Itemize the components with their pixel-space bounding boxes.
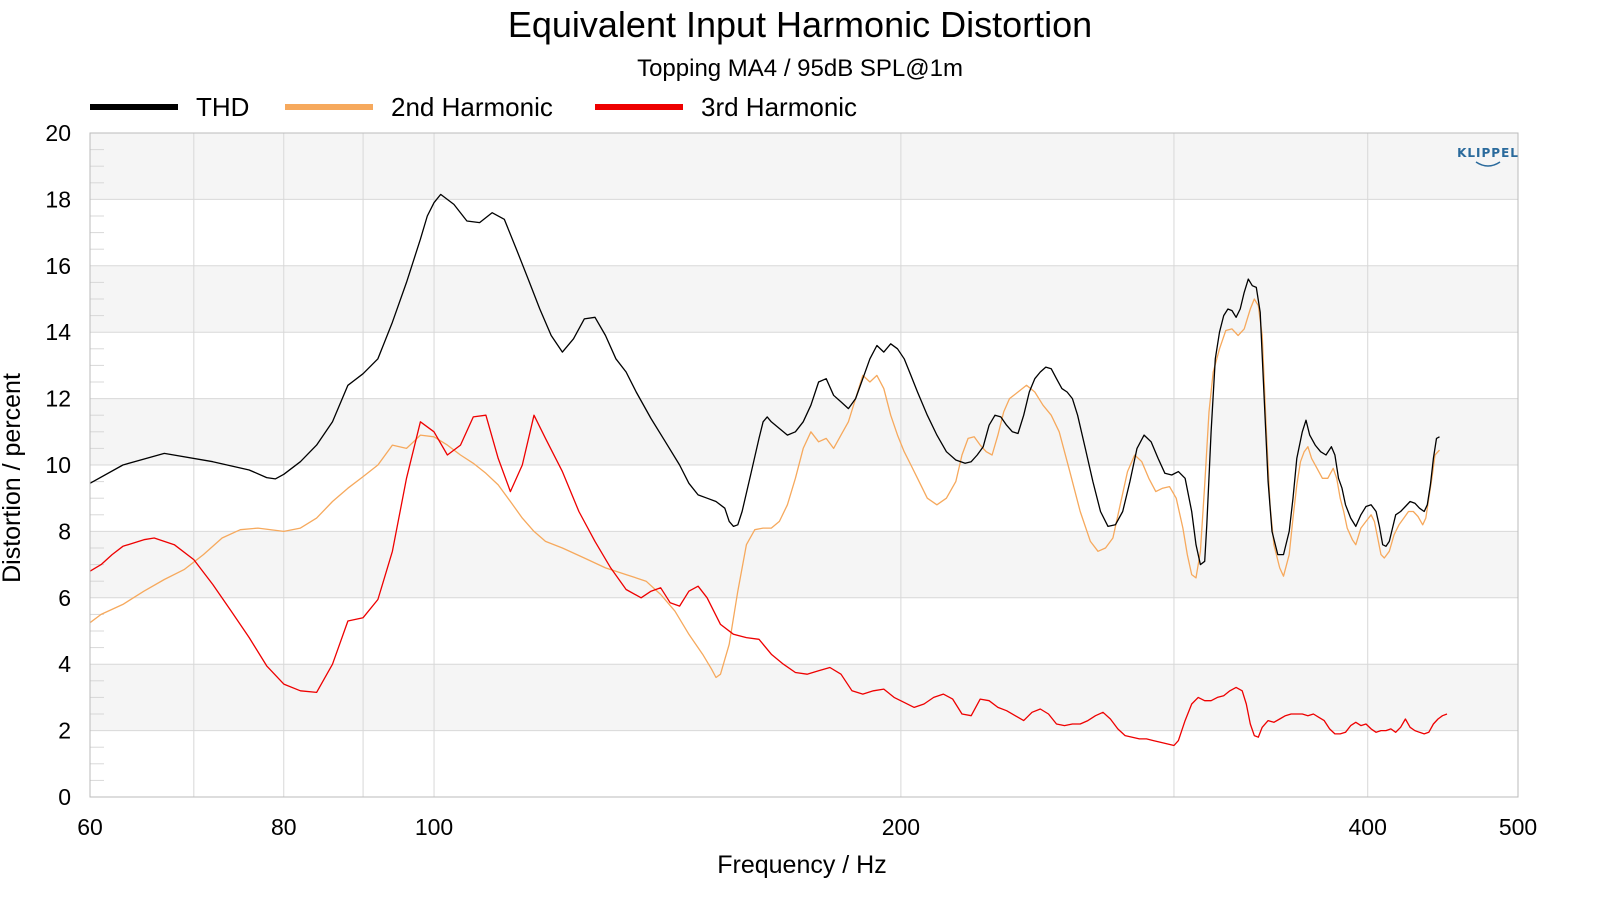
x-tick-labels: 60 80 100 200 400 500 xyxy=(77,814,1537,840)
x-tick-label: 80 xyxy=(271,814,297,840)
klippel-logo: KLIPPEL xyxy=(1457,146,1519,167)
x-axis-label: Frequency / Hz xyxy=(717,851,887,879)
x-tick-label: 200 xyxy=(882,814,920,840)
plot-band xyxy=(90,133,1518,200)
minor-ticks xyxy=(90,149,104,781)
y-tick-label: 20 xyxy=(45,120,71,146)
legend-label: 3rd Harmonic xyxy=(701,92,857,122)
y-tick-labels: 0 2 4 6 8 10 12 14 16 18 20 xyxy=(45,120,71,810)
y-tick-label: 12 xyxy=(45,386,71,412)
plot-bands xyxy=(90,133,1518,731)
y-tick-label: 18 xyxy=(45,186,71,212)
y-tick-label: 14 xyxy=(45,319,71,345)
y-tick-label: 16 xyxy=(45,253,71,279)
x-tick-label: 400 xyxy=(1349,814,1387,840)
series-lines xyxy=(89,193,1448,747)
klippel-logo-text: KLIPPEL xyxy=(1457,146,1519,160)
y-tick-label: 4 xyxy=(58,651,71,677)
y-axis-label: Distortion / percent xyxy=(0,373,26,583)
series-line-3rd-harmonic xyxy=(89,414,1448,747)
x-tick-label: 100 xyxy=(415,814,453,840)
plot-frame xyxy=(89,132,1519,798)
plot-band xyxy=(90,398,1518,465)
legend-label: 2nd Harmonic xyxy=(391,92,553,122)
y-tick-label: 8 xyxy=(58,518,71,544)
x-tick-label: 60 xyxy=(77,814,103,840)
series-line-2nd-harmonic xyxy=(89,298,1440,679)
chart-title: Equivalent Input Harmonic Distortion xyxy=(508,4,1092,45)
x-tick-label: 500 xyxy=(1499,814,1537,840)
chart-subtitle: Topping MA4 / 95dB SPL@1m xyxy=(637,55,963,82)
y-tick-label: 10 xyxy=(45,452,71,478)
legend: THD 2nd Harmonic 3rd Harmonic xyxy=(90,92,857,122)
series-line-thd xyxy=(89,193,1440,566)
legend-label: THD xyxy=(196,92,249,122)
logo-swoosh-icon xyxy=(1475,161,1501,167)
y-tick-label: 0 xyxy=(58,784,71,810)
plot-band xyxy=(90,531,1518,598)
plot-band xyxy=(90,265,1518,333)
y-tick-label: 2 xyxy=(58,718,71,744)
y-tick-label: 6 xyxy=(58,585,71,611)
